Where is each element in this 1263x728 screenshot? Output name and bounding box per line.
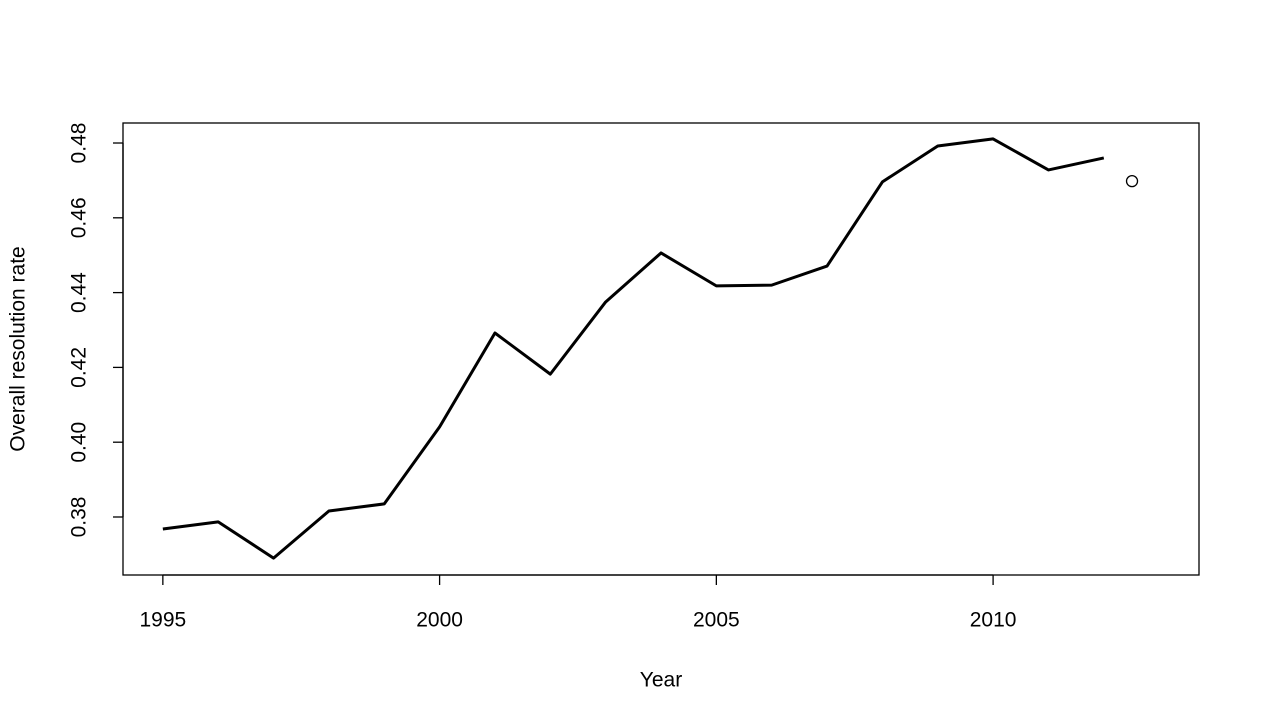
y-tick-label: 0.46 bbox=[68, 197, 91, 238]
y-tick-label: 0.48 bbox=[68, 123, 91, 164]
y-tick-label: 0.44 bbox=[68, 272, 91, 313]
data-point bbox=[1125, 175, 1139, 188]
data-line bbox=[162, 137, 1105, 560]
x-tick-label: 2000 bbox=[416, 609, 463, 632]
x-tick-label: 1995 bbox=[139, 609, 186, 632]
plot-box bbox=[122, 122, 1200, 576]
x-tick-label: 2005 bbox=[693, 609, 740, 632]
y-tick-label: 0.42 bbox=[68, 347, 91, 388]
y-tick-label: 0.38 bbox=[68, 497, 91, 538]
x-tick-label: 2010 bbox=[970, 609, 1017, 632]
y-tick-label: 0.40 bbox=[68, 422, 91, 463]
y-axis-title: Overall resolution rate bbox=[7, 246, 30, 451]
x-axis-title: Year bbox=[640, 669, 682, 692]
